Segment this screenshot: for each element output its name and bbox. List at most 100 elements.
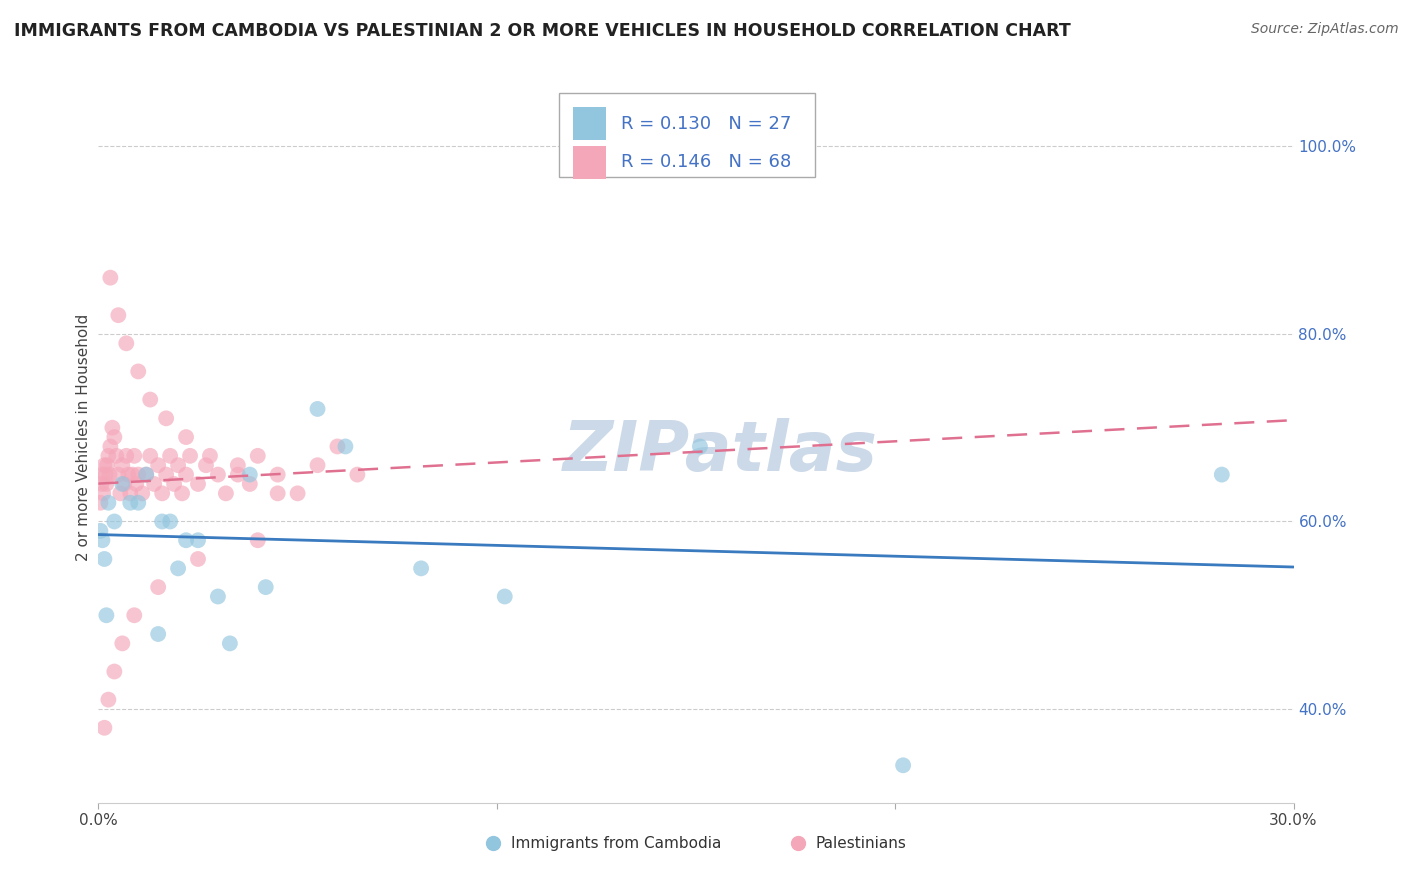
Point: [187, 552, 209, 566]
Point: [98, 270, 122, 285]
Point: [115, 336, 138, 351]
Point: [94, 467, 117, 482]
Point: [226, 458, 249, 473]
Point: [93, 458, 115, 473]
Point: [125, 477, 148, 491]
Point: [107, 467, 129, 482]
Point: [150, 515, 173, 529]
Point: [167, 458, 190, 473]
Point: [90, 477, 112, 491]
Point: [155, 467, 177, 482]
Text: ZIPatlas: ZIPatlas: [562, 418, 877, 485]
Point: [139, 392, 162, 407]
Point: [187, 533, 209, 548]
Point: [107, 308, 129, 322]
Point: [131, 486, 153, 500]
Point: [91, 533, 114, 548]
Point: [174, 430, 197, 444]
Point: [411, 561, 433, 575]
Point: [97, 449, 120, 463]
Point: [159, 449, 181, 463]
Point: [494, 590, 516, 604]
Point: [127, 364, 149, 378]
Point: [307, 401, 329, 416]
Point: [112, 477, 135, 491]
Point: [287, 486, 309, 500]
Point: [254, 580, 277, 594]
Point: [121, 467, 143, 482]
Bar: [572, 107, 606, 140]
Point: [96, 608, 118, 623]
Point: [96, 477, 118, 491]
Point: [135, 467, 157, 482]
Point: [98, 467, 121, 482]
Point: [326, 440, 349, 454]
Point: [103, 515, 125, 529]
Y-axis label: 2 or more Vehicles in Household: 2 or more Vehicles in Household: [76, 313, 91, 561]
Point: [207, 467, 229, 482]
Point: [163, 477, 186, 491]
Bar: [558, 94, 815, 178]
Point: [689, 440, 711, 454]
Point: [148, 458, 170, 473]
Point: [98, 440, 122, 454]
Point: [187, 477, 209, 491]
Point: [335, 440, 357, 454]
Point: [167, 561, 190, 575]
Point: [97, 692, 120, 706]
Point: [135, 467, 157, 482]
Point: [110, 486, 132, 500]
Point: [148, 627, 170, 641]
Text: Immigrants from Cambodia: Immigrants from Cambodia: [510, 836, 721, 851]
Point: [115, 449, 138, 463]
Point: [103, 665, 125, 679]
Point: [127, 496, 149, 510]
Point: [96, 458, 118, 473]
Point: [179, 449, 201, 463]
Point: [93, 552, 115, 566]
Point: [267, 467, 290, 482]
Text: R = 0.146   N = 68: R = 0.146 N = 68: [620, 153, 792, 171]
Point: [1211, 467, 1233, 482]
Point: [124, 608, 146, 623]
Point: [111, 458, 134, 473]
Point: [195, 458, 218, 473]
Bar: [572, 145, 606, 178]
Point: [103, 430, 125, 444]
Point: [239, 477, 262, 491]
Point: [150, 486, 173, 500]
Text: IMMIGRANTS FROM CAMBODIA VS PALESTINIAN 2 OR MORE VEHICLES IN HOUSEHOLD CORRELAT: IMMIGRANTS FROM CAMBODIA VS PALESTINIAN …: [14, 22, 1071, 40]
Point: [111, 636, 134, 650]
Point: [127, 467, 149, 482]
Point: [215, 486, 238, 500]
Point: [239, 467, 262, 482]
Point: [891, 758, 914, 772]
Point: [172, 486, 194, 500]
Point: [174, 467, 197, 482]
Point: [91, 467, 114, 482]
Point: [93, 721, 115, 735]
Point: [91, 486, 114, 500]
Point: [101, 420, 124, 434]
Point: [89, 496, 111, 510]
Point: [226, 467, 249, 482]
Point: [307, 458, 329, 473]
Point: [89, 524, 111, 538]
Point: [143, 477, 166, 491]
Point: [159, 515, 181, 529]
Point: [207, 590, 229, 604]
Point: [246, 533, 269, 548]
Point: [120, 496, 142, 510]
Point: [267, 486, 290, 500]
Point: [148, 580, 170, 594]
Point: [111, 477, 134, 491]
Point: [155, 411, 177, 425]
Point: [117, 467, 139, 482]
Text: Source: ZipAtlas.com: Source: ZipAtlas.com: [1251, 22, 1399, 37]
Text: Palestinians: Palestinians: [815, 836, 907, 851]
Point: [124, 449, 146, 463]
Point: [198, 449, 221, 463]
Point: [174, 533, 197, 548]
Point: [346, 467, 368, 482]
Point: [246, 449, 269, 463]
